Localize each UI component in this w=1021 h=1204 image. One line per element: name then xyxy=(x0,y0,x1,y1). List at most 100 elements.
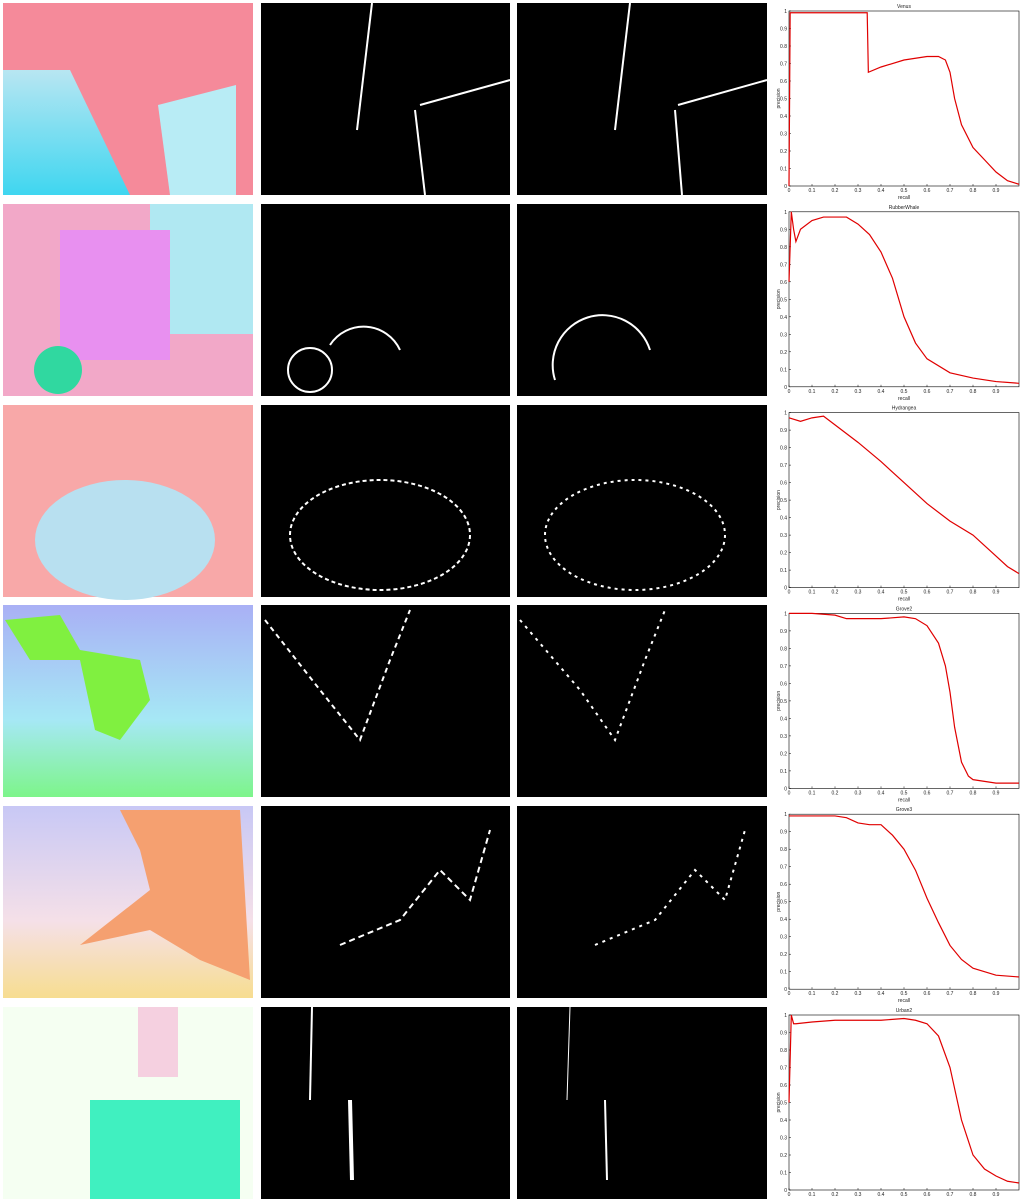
x-tick-label: 0.7 xyxy=(947,590,954,596)
x-tick-label: 0.4 xyxy=(878,188,885,194)
edge xyxy=(350,1100,352,1180)
edge-map xyxy=(261,806,510,998)
y-tick-label: 0.2 xyxy=(780,952,787,958)
x-tick-label: 0.2 xyxy=(832,790,839,796)
x-tick-label: 0.8 xyxy=(970,991,977,997)
x-tick-label: 0.7 xyxy=(947,991,954,997)
y-tick-label: 0.7 xyxy=(780,1066,787,1072)
y-tick-label: 0.8 xyxy=(780,847,787,853)
y-tick-label: 0.9 xyxy=(780,1031,787,1037)
chart-title: Grove3 xyxy=(896,807,913,813)
x-tick-label: 0.7 xyxy=(947,188,954,194)
flow-region xyxy=(90,1100,240,1199)
plot-frame xyxy=(789,1015,1019,1190)
plot-frame xyxy=(789,814,1019,989)
y-tick-label: 0.2 xyxy=(780,751,787,757)
y-tick-label: 0.7 xyxy=(780,664,787,670)
x-tick-label: 0.5 xyxy=(901,590,908,596)
plot-frame xyxy=(789,212,1019,387)
y-tick-label: 1 xyxy=(784,1013,787,1019)
edge-map xyxy=(517,3,767,195)
x-tick-label: 0.2 xyxy=(832,991,839,997)
y-tick-label: 0.4 xyxy=(780,917,787,923)
x-tick-label: 0 xyxy=(788,188,791,194)
y-tick-label: 1 xyxy=(784,411,787,417)
edge-map xyxy=(517,405,767,597)
x-tick-label: 0.1 xyxy=(809,790,816,796)
y-tick-label: 0.3 xyxy=(780,533,787,539)
y-tick-label: 0.6 xyxy=(780,1083,787,1089)
y-tick-label: 0.8 xyxy=(780,44,787,50)
y-tick-label: 0.9 xyxy=(780,428,787,434)
x-tick-label: 0.3 xyxy=(855,389,862,395)
pr-charts: Venusrecallprecision00.10.20.30.40.50.60… xyxy=(776,4,1019,1199)
x-tick-label: 0.8 xyxy=(970,590,977,596)
y-tick-label: 0.5 xyxy=(780,699,787,705)
y-tick-label: 0.2 xyxy=(780,1153,787,1159)
y-tick-label: 0 xyxy=(784,385,787,391)
y-tick-label: 0 xyxy=(784,586,787,592)
y-tick-label: 0 xyxy=(784,987,787,993)
x-tick-label: 0.9 xyxy=(993,188,1000,194)
x-tick-label: 0.4 xyxy=(878,389,885,395)
x-tick-label: 0.4 xyxy=(878,790,885,796)
x-tick-label: 0.8 xyxy=(970,1192,977,1198)
plot-frame xyxy=(789,413,1019,588)
x-axis-label: recall xyxy=(898,797,910,803)
y-tick-label: 0 xyxy=(784,786,787,792)
x-tick-label: 0.8 xyxy=(970,188,977,194)
x-tick-label: 0.5 xyxy=(901,188,908,194)
x-tick-label: 0.1 xyxy=(809,1192,816,1198)
flow-images xyxy=(3,3,253,1199)
edge-map xyxy=(261,1007,510,1199)
x-tick-label: 0.2 xyxy=(832,188,839,194)
x-tick-label: 0.6 xyxy=(924,188,931,194)
x-tick-label: 0 xyxy=(788,389,791,395)
x-tick-label: 0.3 xyxy=(855,1192,862,1198)
y-tick-label: 0.8 xyxy=(780,1048,787,1054)
x-tick-label: 0.7 xyxy=(947,389,954,395)
y-tick-label: 0.1 xyxy=(780,167,787,173)
y-tick-label: 0.7 xyxy=(780,463,787,469)
y-tick-label: 0.4 xyxy=(780,114,787,120)
y-tick-label: 1 xyxy=(784,812,787,818)
y-tick-label: 0 xyxy=(784,184,787,190)
y-tick-label: 0.4 xyxy=(780,716,787,722)
edge-maps xyxy=(261,3,767,1199)
y-tick-label: 0.8 xyxy=(780,646,787,652)
y-tick-label: 0.3 xyxy=(780,935,787,941)
y-tick-label: 0.6 xyxy=(780,681,787,687)
x-tick-label: 0.4 xyxy=(878,1192,885,1198)
x-tick-label: 0 xyxy=(788,590,791,596)
y-tick-label: 0.9 xyxy=(780,227,787,233)
chart-title: Venus xyxy=(897,4,911,10)
x-tick-label: 0.9 xyxy=(993,1192,1000,1198)
edge-map xyxy=(517,204,767,396)
x-axis-label: recall xyxy=(898,195,910,201)
x-axis-label: recall xyxy=(898,998,910,1004)
y-tick-label: 0.7 xyxy=(780,865,787,871)
x-tick-label: 0.8 xyxy=(970,790,977,796)
x-tick-label: 0 xyxy=(788,991,791,997)
chart-title: RubberWhale xyxy=(889,205,920,211)
x-tick-label: 0.9 xyxy=(993,590,1000,596)
y-tick-label: 0.1 xyxy=(780,1171,787,1177)
x-tick-label: 0.8 xyxy=(970,389,977,395)
y-tick-label: 0.2 xyxy=(780,551,787,557)
y-tick-label: 0.4 xyxy=(780,516,787,522)
x-tick-label: 0 xyxy=(788,1192,791,1198)
x-tick-label: 0 xyxy=(788,790,791,796)
x-tick-label: 0.1 xyxy=(809,389,816,395)
y-tick-label: 0.4 xyxy=(780,1118,787,1124)
x-tick-label: 0.7 xyxy=(947,1192,954,1198)
x-tick-label: 0.2 xyxy=(832,389,839,395)
y-tick-label: 0.6 xyxy=(780,280,787,286)
chart-title: Hydrangea xyxy=(892,406,917,412)
x-tick-label: 0.6 xyxy=(924,590,931,596)
y-tick-label: 0.4 xyxy=(780,315,787,321)
x-tick-label: 0.5 xyxy=(901,1192,908,1198)
edge-map xyxy=(517,605,767,797)
flow-region xyxy=(34,346,82,394)
y-tick-label: 0.3 xyxy=(780,132,787,138)
y-tick-label: 0.1 xyxy=(780,367,787,373)
